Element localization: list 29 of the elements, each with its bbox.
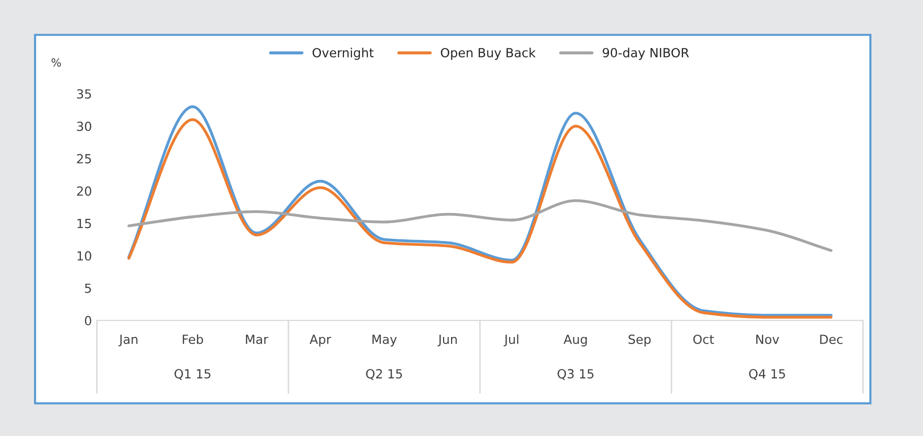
y-tick-label: 35 xyxy=(77,89,91,99)
y-tick-label: 20 xyxy=(77,186,92,196)
legend-label: Open Buy Back xyxy=(440,48,536,60)
text: Q3 15 xyxy=(558,369,594,380)
x-tick-label: Sep xyxy=(628,334,651,346)
text: Q1 15 xyxy=(174,369,210,380)
y-tick-label: 25 xyxy=(77,154,91,164)
legend-label: Overnight xyxy=(312,48,374,60)
y-tick-label: 5 xyxy=(85,284,91,293)
x-tick-label: Aug xyxy=(564,334,587,346)
x-tick-label: Jul xyxy=(504,334,518,346)
x-tick-label: Nov xyxy=(756,334,780,344)
x-tick-label: Mar xyxy=(246,334,268,344)
x-tick-label: Dec xyxy=(820,334,842,344)
y-axis-title: % xyxy=(52,58,61,67)
x-tick-label: Jun xyxy=(438,334,457,346)
y-tick-label: 30 xyxy=(77,122,92,132)
x-tick-label: Oct xyxy=(693,334,714,344)
y-tick-label: 0 xyxy=(84,316,92,326)
y-tick-label: 15 xyxy=(78,218,91,228)
line-series xyxy=(127,199,832,252)
x-tick-label: Apr xyxy=(310,334,332,346)
x-tick-label: May xyxy=(372,334,397,346)
text: Q2 15 xyxy=(366,369,402,380)
text: Q4 15 xyxy=(749,369,785,380)
x-tick-label: Feb xyxy=(182,334,204,344)
y-tick-label: 10 xyxy=(78,251,92,261)
x-tick-label: Jan xyxy=(118,334,138,346)
legend-label: 90-day NIBOR xyxy=(602,48,689,60)
